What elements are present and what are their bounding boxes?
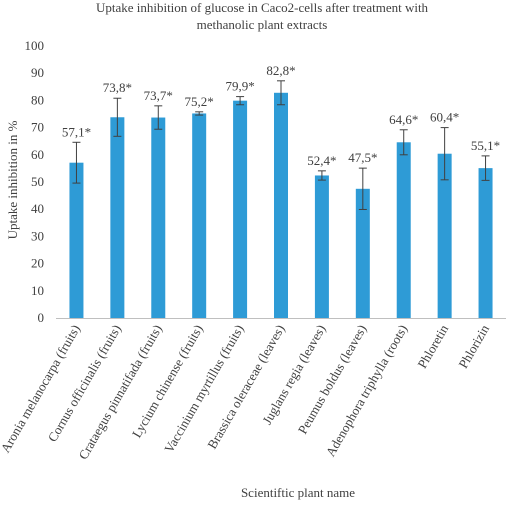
y-tick-label: 20 xyxy=(31,256,44,271)
y-tick-label: 60 xyxy=(31,147,44,162)
x-tick-label: Aronia melanocarpa (fruits) xyxy=(0,322,83,455)
data-label: 55,1* xyxy=(471,138,500,153)
y-axis-tick-labels: 0 10 20 30 40 50 60 70 80 90 100 xyxy=(25,38,45,325)
data-labels: 57,1* 73,8* 73,7* 75,2* 79,9* 82,8* 52,4* 47,5*… xyxy=(62,63,500,168)
x-tick-label: Phloretin xyxy=(414,322,451,371)
error-bar xyxy=(317,170,326,181)
x-tick-label: Vaccinium myrtillus (fruits) xyxy=(161,322,247,455)
data-label: 52,4* xyxy=(307,153,336,168)
x-axis-tick-labels: Aronia melanocarpa (fruits)Cornus offici… xyxy=(0,322,492,462)
bar xyxy=(314,175,329,318)
data-label: 57,1* xyxy=(62,124,91,139)
data-label: 73,7* xyxy=(144,88,173,103)
data-label: 64,6* xyxy=(389,112,418,127)
y-tick-label: 0 xyxy=(38,310,45,325)
y-tick-label: 80 xyxy=(31,92,44,107)
y-tick-label: 90 xyxy=(31,65,44,80)
x-tick-label: Adenophora triphylla (roots) xyxy=(323,322,411,459)
x-axis-title: Scientiftic plant name xyxy=(241,485,355,500)
error-bar xyxy=(440,127,449,181)
error-bar xyxy=(113,97,122,137)
bar xyxy=(437,153,452,318)
data-label: 47,5* xyxy=(348,150,377,165)
y-tick-label: 30 xyxy=(31,228,44,243)
data-label: 82,8* xyxy=(266,63,295,78)
data-label: 79,9* xyxy=(225,79,254,94)
data-label: 60,4* xyxy=(430,110,459,125)
bar xyxy=(396,142,411,318)
bar xyxy=(110,117,125,318)
bar xyxy=(478,168,493,318)
bars xyxy=(69,92,493,319)
error-bar xyxy=(236,96,245,106)
x-tick-label: Phlorizin xyxy=(455,322,492,371)
bar xyxy=(192,113,207,319)
y-tick-label: 70 xyxy=(31,120,44,135)
y-tick-label: 40 xyxy=(31,201,44,216)
y-axis-title: Uptake inhibition in % xyxy=(5,120,20,239)
error-bar xyxy=(358,167,367,210)
bar xyxy=(233,100,248,318)
bar xyxy=(69,162,84,318)
x-tick-label: Lycium chinense (fruits) xyxy=(129,322,206,440)
y-tick-label: 10 xyxy=(31,283,44,298)
error-bars xyxy=(72,80,490,210)
chart-title-line-1: Uptake inhibition of glucose in Caco2-ce… xyxy=(96,0,429,15)
error-bar xyxy=(195,111,204,116)
error-bar xyxy=(399,129,408,156)
y-tick-label: 100 xyxy=(25,38,45,53)
y-tick-label: 50 xyxy=(31,174,44,189)
bar xyxy=(274,92,288,318)
bar xyxy=(151,117,166,318)
x-tick-label: Cornus officinalis (fruits) xyxy=(45,322,124,444)
data-label: 75,2* xyxy=(185,94,214,109)
chart-title-line-2: methanolic plant extracts xyxy=(197,17,328,32)
x-tick-label: Brassica oleraceae (leaves) xyxy=(204,322,287,451)
error-bar xyxy=(154,105,163,130)
error-bar xyxy=(481,155,490,181)
bar xyxy=(355,188,370,318)
error-bar xyxy=(72,141,81,184)
error-bar xyxy=(277,80,285,106)
data-label: 73,8* xyxy=(103,80,132,95)
